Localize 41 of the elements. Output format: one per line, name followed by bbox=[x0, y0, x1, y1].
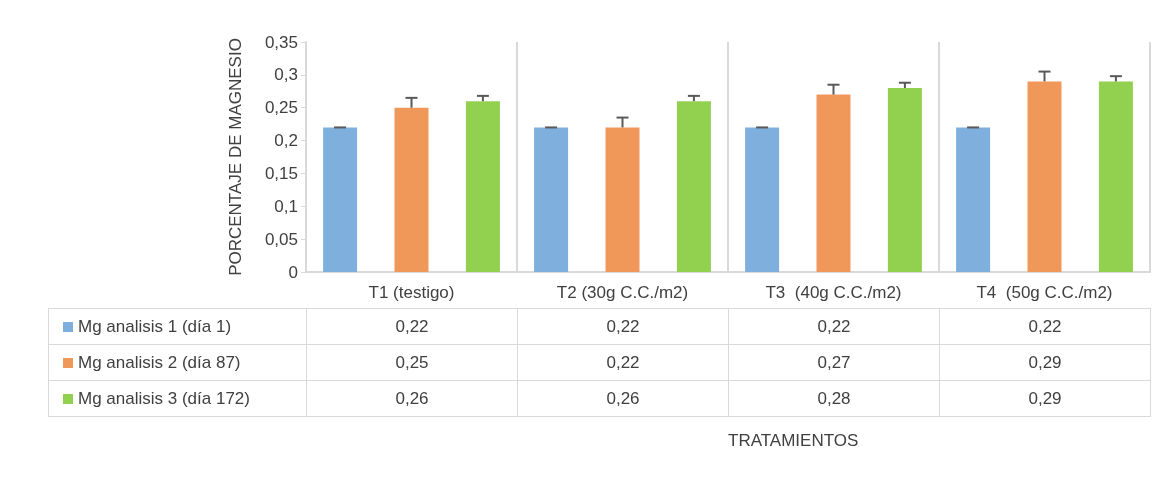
bar bbox=[605, 127, 640, 272]
data-label: 0,22 bbox=[939, 308, 1151, 345]
text: TRATAMIENTOS bbox=[728, 431, 859, 450]
bar bbox=[534, 127, 569, 272]
y-axis-title: PORCENTAJE DE MAGNESIO bbox=[226, 38, 245, 276]
data-label: 0,29 bbox=[939, 380, 1151, 417]
y-tick-label: 0,2 bbox=[274, 131, 298, 151]
data-label: 0,25 bbox=[306, 344, 518, 381]
data-label: 0,22 bbox=[517, 308, 729, 345]
bar bbox=[394, 107, 429, 272]
data-label: 0,22 bbox=[306, 308, 518, 345]
y-tick-label: 0,15 bbox=[264, 163, 298, 183]
data-label: 0,22 bbox=[517, 344, 729, 381]
y-tick-label: 0,05 bbox=[264, 229, 298, 249]
legend-label: Mg analisis 3 (día 172) bbox=[48, 380, 307, 417]
y-tick-label: 0,25 bbox=[264, 98, 298, 118]
bar bbox=[1098, 81, 1133, 272]
bar bbox=[323, 127, 358, 272]
bar bbox=[1027, 81, 1062, 272]
data-label: 0,26 bbox=[306, 380, 518, 417]
y-tick-label: 0,1 bbox=[274, 196, 298, 216]
bar bbox=[745, 127, 780, 272]
y-tick-label: 0,35 bbox=[264, 32, 298, 52]
bar bbox=[676, 101, 711, 272]
data-label: 0,26 bbox=[517, 380, 729, 417]
bar bbox=[465, 101, 500, 272]
data-label: 0,29 bbox=[939, 344, 1151, 381]
x-tick-label: T4 (50g C.C./m2) bbox=[976, 283, 1113, 302]
bar bbox=[887, 88, 922, 272]
data-label: 0,28 bbox=[728, 380, 940, 417]
data-label: 0,27 bbox=[728, 344, 940, 381]
bar bbox=[816, 94, 851, 272]
x-tick-label: T2 (30g C.C./m2) bbox=[556, 283, 689, 302]
y-tick-label: 0 bbox=[288, 262, 298, 282]
legend-label: Mg analisis 1 (día 1) bbox=[48, 308, 307, 345]
bar bbox=[956, 127, 991, 272]
data-label: 0,22 bbox=[728, 308, 940, 345]
y-tick-label: 0,3 bbox=[274, 65, 298, 85]
x-tick-label: T1 (testigo) bbox=[368, 283, 455, 302]
x-tick-label: T3 (40g C.C./m2) bbox=[765, 283, 902, 302]
legend-label: Mg analisis 2 (día 87) bbox=[48, 344, 307, 381]
